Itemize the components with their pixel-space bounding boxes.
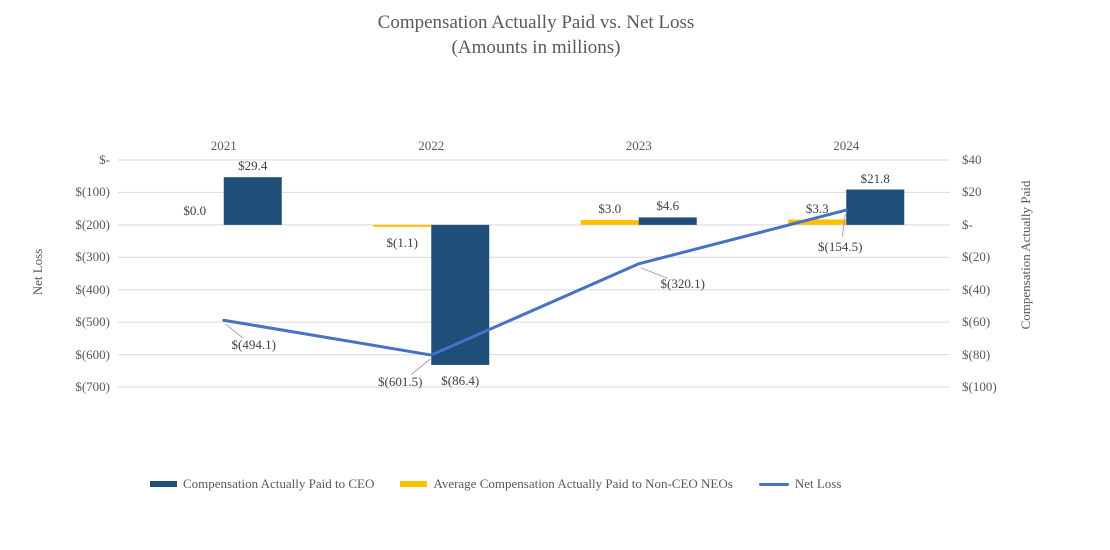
net-loss-label-2022: $(601.5)	[378, 374, 423, 390]
net-loss-label-2021: $(494.1)	[231, 337, 276, 353]
chart-title: Compensation Actually Paid vs. Net Loss	[377, 12, 695, 33]
left-axis-tick: $(600)	[75, 346, 110, 362]
leader-line	[410, 358, 431, 375]
legend-item-netloss: Net Loss	[758, 476, 842, 492]
leader-line	[225, 323, 244, 339]
x-axis-label-2021: 2021	[210, 138, 237, 153]
right-axis-tick: $(100)	[962, 379, 997, 394]
left-axis-tick: $(500)	[75, 314, 110, 330]
net-loss-label-2023: $(320.1)	[660, 275, 705, 291]
left-axis-tick: $(200)	[75, 216, 110, 232]
neo-bar-label-2022: $(1.1)	[386, 234, 418, 250]
bar-neo-2023	[580, 219, 639, 225]
chart-title-block: Compensation Actually Paid vs. Net Loss …	[0, 10, 1072, 60]
legend-label-neo: Average Compensation Actually Paid to No…	[433, 476, 733, 491]
left-axis-tick: $(300)	[75, 249, 110, 265]
leader-line	[640, 267, 668, 279]
neo-bar-label-2021: $0.0	[183, 202, 207, 218]
bar-ceo-2021	[223, 177, 282, 225]
x-axis-label-2022: 2022	[418, 138, 445, 153]
legend-item-ceo: Compensation Actually Paid to CEO	[150, 476, 374, 492]
ceo-bar-label-2023: $4.6	[656, 198, 680, 214]
left-axis-tick: $(700)	[75, 379, 110, 394]
net-loss-line	[222, 208, 848, 357]
x-axis-label-2023: 2023	[625, 138, 652, 153]
leader-line	[841, 214, 846, 237]
bar-ceo-2024	[846, 189, 905, 225]
right-axis-tick: $-	[962, 216, 973, 232]
chart-legend: Compensation Actually Paid to CEO Averag…	[150, 476, 841, 492]
net-loss-line-swatch-icon	[758, 482, 789, 486]
neo-bar-label-2024: $3.3	[805, 200, 829, 216]
right-axis-tick: $20	[962, 184, 982, 200]
ceo-bar-label-2022: $(86.4)	[441, 372, 480, 388]
bar-neo-2022	[373, 224, 432, 227]
right-axis-tick: $(40)	[962, 281, 991, 297]
neo-bar-swatch-icon	[400, 481, 428, 487]
legend-label-ceo: Compensation Actually Paid to CEO	[183, 476, 375, 491]
ceo-bar-label-2024: $21.8	[860, 170, 890, 186]
right-axis-tick: $(80)	[962, 346, 991, 362]
bar-ceo-2023	[638, 217, 697, 225]
x-axis-label-2024: 2024	[833, 138, 860, 153]
left-axis-tick: $(100)	[75, 184, 110, 200]
net-loss-label-2024: $(154.5)	[818, 239, 863, 255]
bar-neo-2024	[788, 219, 847, 225]
ceo-bar-label-2021: $29.4	[238, 158, 268, 174]
right-axis-tick: $(20)	[962, 249, 991, 265]
legend-item-neo: Average Compensation Actually Paid to No…	[400, 476, 733, 492]
neo-bar-label-2023: $3.0	[598, 200, 622, 216]
right-axis-tick: $(60)	[962, 314, 991, 330]
left-axis-title: Net Loss	[30, 248, 45, 296]
right-axis-tick: $40	[962, 152, 982, 167]
left-axis-tick: $-	[99, 152, 110, 167]
legend-label-netloss: Net Loss	[794, 476, 842, 491]
chart-subtitle: (Amounts in millions)	[451, 37, 621, 58]
right-axis-title: Compensation Actually Paid	[1018, 180, 1033, 330]
ceo-bar-swatch-icon	[150, 481, 177, 487]
left-axis-tick: $(400)	[75, 281, 110, 297]
